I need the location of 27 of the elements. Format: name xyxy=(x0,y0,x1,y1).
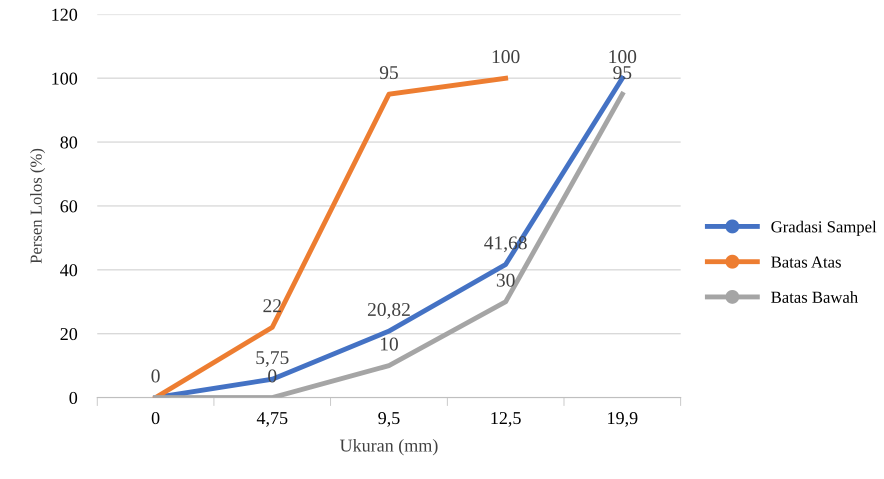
x-tick-label: 4,75 xyxy=(256,412,288,427)
legend-label: Batas Atas xyxy=(771,256,841,268)
x-tick-label: 12,5 xyxy=(491,412,521,427)
data-label: 95 xyxy=(613,66,632,80)
legend-label: Gradasi Sampel xyxy=(771,220,876,236)
data-label: 100 xyxy=(492,50,520,64)
x-tick-label: 0 xyxy=(152,412,160,424)
x-tick-label: 19,9 xyxy=(608,412,638,427)
data-label: 5,75 xyxy=(256,351,289,367)
y-tick-label: 0 xyxy=(69,392,78,404)
y-tick-label: 120 xyxy=(52,8,78,21)
y-axis-title: Persen Lolos (%) xyxy=(30,148,46,264)
y-tick-label: 100 xyxy=(52,72,78,85)
data-label: 95 xyxy=(380,66,398,80)
x-tick-label: 9,5 xyxy=(378,412,400,427)
y-tick-label: 20 xyxy=(60,328,78,340)
data-label: 20,82 xyxy=(368,302,410,319)
legend-label: Batas Bawah xyxy=(771,291,858,303)
y-tick-label: 80 xyxy=(60,136,78,149)
x-axis-title: Ukuran (mm) xyxy=(340,438,438,456)
data-label: 100 xyxy=(609,50,636,64)
y-tick-label: 60 xyxy=(60,200,78,212)
data-label: 0 xyxy=(151,369,160,383)
data-label: 30 xyxy=(496,274,515,287)
y-tick-label: 40 xyxy=(60,264,78,276)
data-label: 10 xyxy=(380,337,398,351)
data-label: 22 xyxy=(263,299,281,312)
